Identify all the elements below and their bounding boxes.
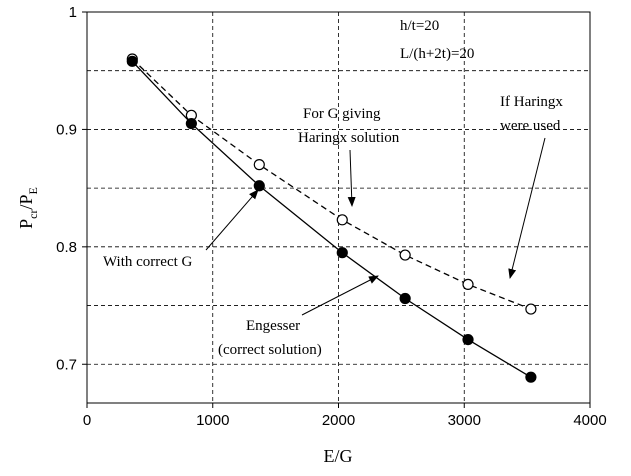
x-axis-label: E/G xyxy=(324,446,353,466)
y-tick-label: 0.8 xyxy=(56,239,77,256)
annotation: With correct G xyxy=(103,254,193,270)
y-tick-label: 1 xyxy=(69,4,77,21)
y-axis-label: Pcr/PE xyxy=(16,187,40,229)
x-tick-label: 0 xyxy=(83,412,91,429)
data-point xyxy=(336,247,348,259)
data-point xyxy=(399,249,411,261)
series-line xyxy=(131,58,532,310)
annotation: were used xyxy=(500,118,561,134)
annotation: L/(h+2t)=20 xyxy=(400,46,474,62)
x-tick-label: 4000 xyxy=(573,412,606,429)
data-point xyxy=(185,117,197,130)
data-point xyxy=(126,55,138,67)
arrow xyxy=(301,275,379,316)
arrow xyxy=(347,149,356,207)
arrow xyxy=(508,137,546,279)
arrow xyxy=(205,189,259,251)
data-point xyxy=(525,303,537,315)
data-point xyxy=(462,333,474,346)
annotation: Haringx solution xyxy=(298,130,400,146)
x-tick-label: 2000 xyxy=(322,412,355,429)
data-point xyxy=(253,180,265,192)
grid xyxy=(82,11,591,408)
annotation: For G giving xyxy=(303,106,381,122)
y-tick-label: 0.9 xyxy=(56,121,77,138)
data-point xyxy=(462,278,474,291)
data-point xyxy=(253,159,265,171)
x-tick-label: 3000 xyxy=(448,412,481,429)
annotation: Engesser xyxy=(246,318,300,334)
data-point xyxy=(399,292,411,305)
y-tick-label: 0.7 xyxy=(56,356,77,373)
plot-frame xyxy=(86,11,591,404)
x-tick-label: 1000 xyxy=(196,412,229,429)
annotation: h/t=20 xyxy=(400,18,439,34)
marks xyxy=(126,53,537,383)
data-point xyxy=(336,214,348,226)
annotation: (correct solution) xyxy=(218,342,322,358)
data-point xyxy=(525,371,537,383)
annotation: If Haringx xyxy=(500,94,563,110)
